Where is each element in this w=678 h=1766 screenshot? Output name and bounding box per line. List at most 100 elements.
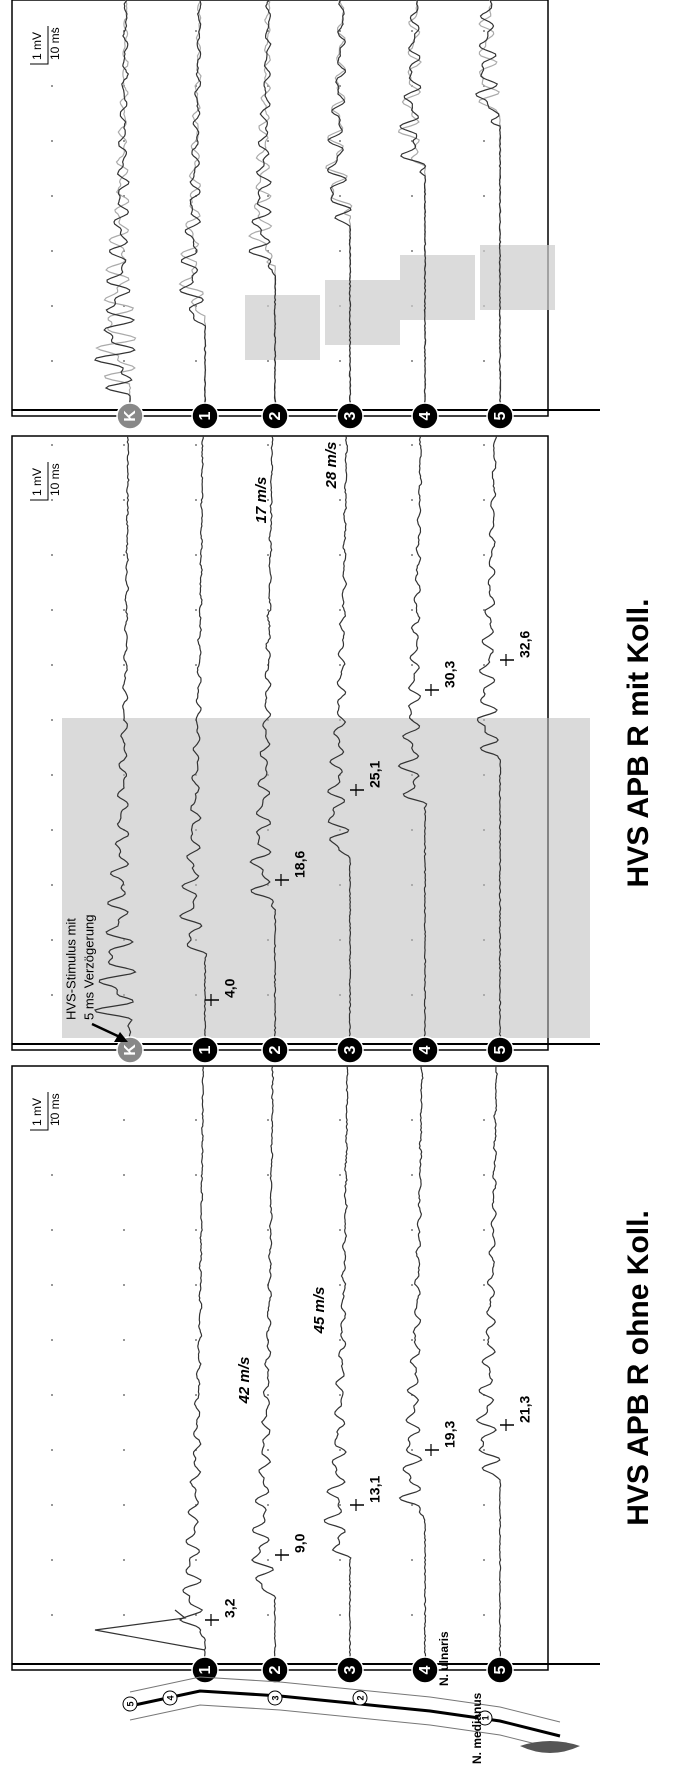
grid-dot	[411, 360, 413, 362]
trace-marker-label: K	[122, 1044, 139, 1056]
nerve-label: N. ulnaris	[437, 1631, 451, 1686]
grid-dot	[51, 609, 53, 611]
grid-dot	[483, 1559, 485, 1561]
trace-marker-label: K	[122, 410, 139, 422]
grid-dot	[483, 444, 485, 446]
velocity-label: 45 m/s	[311, 1287, 328, 1335]
highlight-box	[480, 245, 555, 310]
grid-dot	[51, 554, 53, 556]
grid-dot	[51, 140, 53, 142]
trace-overlay	[97, 0, 136, 406]
scale-amplitude: 1 mV	[30, 468, 44, 496]
latency-label: 18,6	[292, 851, 308, 878]
nerve	[130, 1691, 560, 1736]
grid-dot	[483, 499, 485, 501]
grid-dot	[51, 195, 53, 197]
panel-title: HVS APB R mit Koll.	[622, 599, 655, 888]
grid-dot	[267, 1119, 269, 1121]
trace-marker-label: 5	[492, 411, 509, 420]
figure: 123453,29,013,119,321,342 m/s45 m/s1 mV1…	[0, 0, 678, 1766]
grid-dot	[267, 1559, 269, 1561]
grid-dot	[123, 1229, 125, 1231]
grid-dot	[411, 250, 413, 252]
trace-overlay	[326, 0, 352, 406]
site-label: 5	[125, 1701, 135, 1706]
trace	[95, 0, 135, 406]
grid-dot	[123, 1614, 125, 1616]
latency-label: 25,1	[367, 761, 383, 788]
grid-dot	[51, 85, 53, 87]
grid-dot	[195, 1174, 197, 1176]
grid-dot	[123, 360, 125, 362]
grid-dot	[51, 360, 53, 362]
grid-dot	[339, 664, 341, 666]
grid-dot	[483, 30, 485, 32]
grid-dot	[411, 1284, 413, 1286]
grid-dot	[483, 1119, 485, 1121]
grid-dot	[483, 1504, 485, 1506]
grid-dot	[411, 499, 413, 501]
grid-dot	[411, 609, 413, 611]
grid-dot	[483, 554, 485, 556]
grid-dot	[51, 774, 53, 776]
trace-marker-label: 1	[197, 1665, 214, 1674]
grid-dot	[123, 1119, 125, 1121]
grid-dot	[411, 1614, 413, 1616]
grid-dot	[267, 360, 269, 362]
grid-dot	[339, 554, 341, 556]
grid-dot	[123, 1559, 125, 1561]
grid-dot	[411, 444, 413, 446]
grid-dot	[339, 140, 341, 142]
grid-dot	[339, 499, 341, 501]
site-label: 2	[355, 1695, 365, 1700]
grid-dot	[339, 195, 341, 197]
trace-marker-label: 2	[267, 411, 284, 420]
grid-dot	[267, 1614, 269, 1616]
grid-dot	[339, 1614, 341, 1616]
latency-label: 4,0	[222, 978, 238, 998]
trace-marker-label: 3	[342, 411, 359, 420]
trace	[477, 1066, 501, 1660]
trace-marker-label: 3	[342, 1665, 359, 1674]
grid-dot	[195, 1339, 197, 1341]
grid-dot	[483, 1229, 485, 1231]
grid-dot	[339, 1174, 341, 1176]
grid-dot	[51, 829, 53, 831]
arm-outline	[130, 1677, 560, 1722]
grid-dot	[483, 195, 485, 197]
trace-marker-label: 3	[342, 1045, 359, 1054]
trace	[476, 0, 501, 406]
latency-label: 3,2	[222, 1598, 238, 1618]
grid-dot	[411, 195, 413, 197]
grid-dot	[195, 554, 197, 556]
grid-dot	[51, 1229, 53, 1231]
rotated-figure: 123453,29,013,119,321,342 m/s45 m/s1 mV1…	[12, 0, 655, 1764]
nerve-label: N. medianus	[470, 1692, 484, 1764]
grid-dot	[51, 994, 53, 996]
grid-dot	[195, 1284, 197, 1286]
grid-dot	[483, 1339, 485, 1341]
grid-dot	[267, 140, 269, 142]
grid-dot	[51, 1339, 53, 1341]
trace-overlay	[399, 0, 426, 406]
grid-dot	[195, 499, 197, 501]
site-label: 3	[270, 1695, 280, 1700]
highlight-box	[325, 280, 400, 345]
scale-amplitude: 1 mV	[30, 32, 44, 60]
grid-dot	[51, 305, 53, 307]
grid-dot	[483, 1284, 485, 1286]
grid-dot	[51, 719, 53, 721]
grid-dot	[123, 1174, 125, 1176]
trace-overlay	[479, 0, 501, 406]
trace-marker-label: 1	[197, 411, 214, 420]
grid-dot	[195, 609, 197, 611]
latency-label: 32,6	[517, 631, 533, 658]
trace	[400, 1066, 426, 1660]
scale-time: 10 ms	[48, 463, 62, 496]
grid-dot	[51, 1174, 53, 1176]
grid-dot	[339, 250, 341, 252]
grid-dot	[339, 1394, 341, 1396]
grid-dot	[123, 140, 125, 142]
grid-dot	[339, 1284, 341, 1286]
grid-dot	[267, 609, 269, 611]
